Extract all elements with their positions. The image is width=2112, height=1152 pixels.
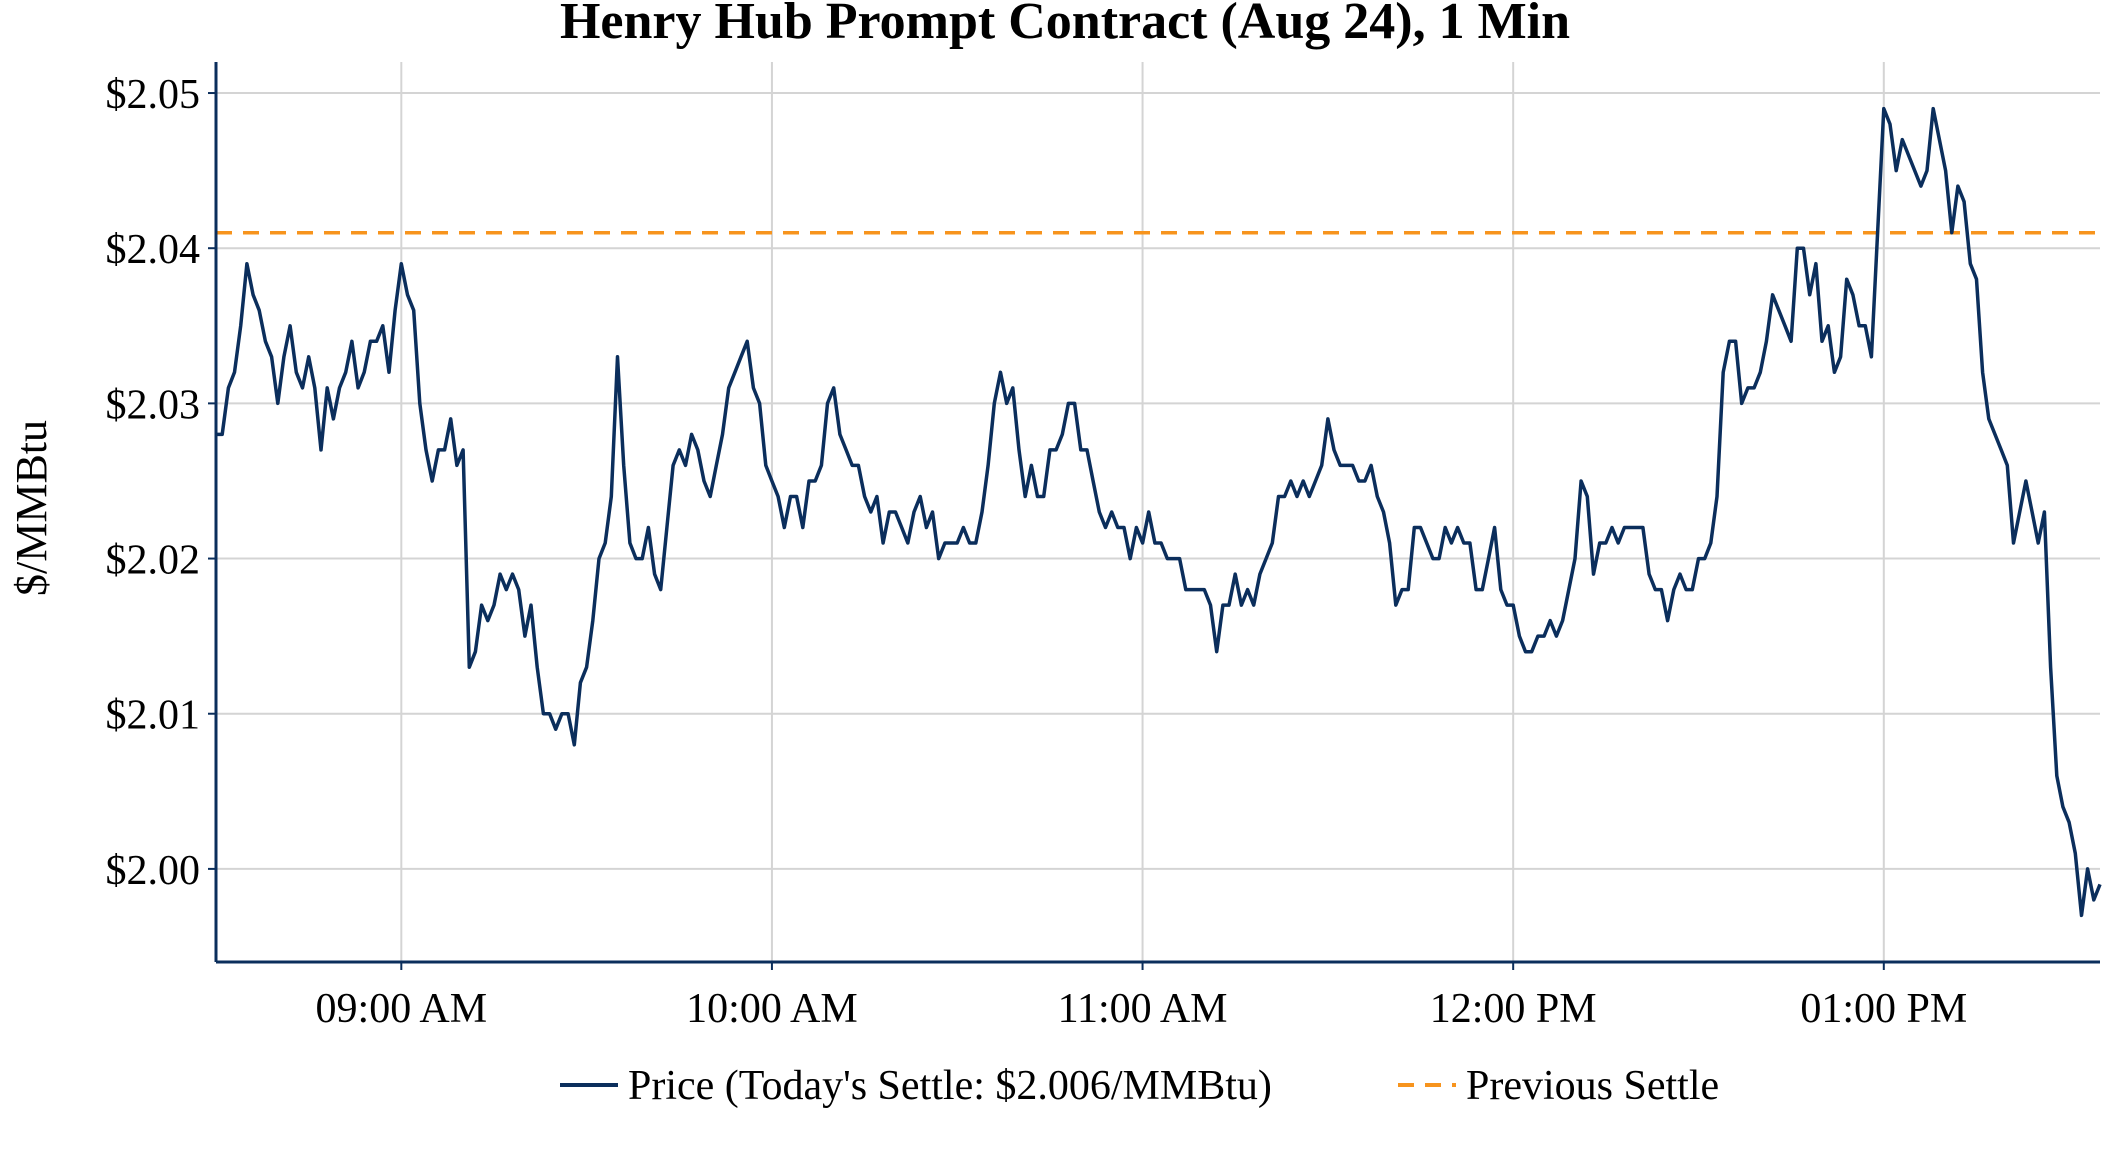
x-tick-label: 11:00 AM <box>1058 986 1228 1032</box>
x-axis-ticks: 09:00 AM 10:00 AM 11:00 AM 12:00 PM 01:00 PM <box>316 962 1967 1032</box>
y-tick-label: $2.04 <box>106 227 201 273</box>
chart-title: Henry Hub Prompt Contract (Aug 24), 1 Mi… <box>560 0 1570 50</box>
y-axis-label: $/MMBtu <box>7 420 56 596</box>
gridlines <box>216 62 2100 962</box>
y-axis-ticks: $2.00 $2.01 $2.02 $2.03 $2.04 $2.05 <box>106 72 216 894</box>
legend-label: Previous Settle <box>1466 1063 1719 1109</box>
legend: Price (Today's Settle: $2.006/MMBtu) Prev… <box>560 1063 1719 1109</box>
series-lines <box>216 106 2102 918</box>
x-tick-label: 01:00 PM <box>1800 986 1967 1032</box>
x-tick-label: 10:00 AM <box>686 986 858 1032</box>
y-tick-label: $2.03 <box>106 382 201 428</box>
y-tick-label: $2.05 <box>106 72 201 118</box>
y-tick-label: $2.01 <box>106 693 201 739</box>
legend-label: Price (Today's Settle: $2.006/MMBtu) <box>628 1063 1272 1109</box>
y-tick-label: $2.02 <box>106 538 201 584</box>
price-series-line <box>216 106 2102 918</box>
x-tick-label: 09:00 AM <box>316 986 488 1032</box>
y-tick-label: $2.00 <box>106 848 201 894</box>
x-tick-label: 12:00 PM <box>1430 986 1597 1032</box>
